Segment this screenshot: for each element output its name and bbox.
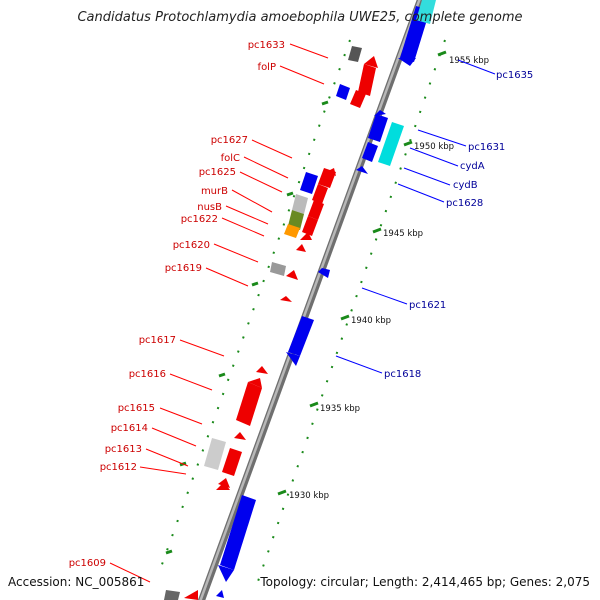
gene-pc1628 (356, 166, 368, 174)
gene-label-pc1613: pc1613 (105, 444, 142, 455)
gene-grey-pc1614 (204, 438, 226, 470)
gene-label-folC: folC (221, 153, 240, 164)
gene-olive-nusB (288, 210, 304, 230)
scale-ticks (277, 50, 447, 496)
scale-label-1935: 1935 kbp (320, 404, 360, 414)
gene-label-pc1609: pc1609 (69, 558, 106, 569)
forward-strand-genes (184, 56, 378, 600)
gene-label-pc1617: pc1617 (139, 335, 176, 346)
gene-pc1618-tail (286, 352, 300, 366)
gene-label-pc1635: pc1635 (496, 70, 533, 81)
gene-label-pc1620: pc1620 (173, 240, 210, 251)
left-leader-lines (109, 43, 329, 583)
gene-label-cydB: cydB (453, 180, 478, 191)
gene-pc1609 (184, 590, 198, 600)
gene-pc1631-head (374, 110, 386, 116)
gene-label-pc1631: pc1631 (468, 142, 505, 153)
gene-label-murB: murB (201, 186, 228, 197)
gene-pc1612 (216, 482, 230, 490)
gene-label-pc1616: pc1616 (129, 369, 166, 380)
gene-pc1617 (256, 366, 268, 374)
gene-cydB (362, 142, 378, 162)
genome-backbone (197, 0, 425, 600)
gene-label-pc1615: pc1615 (118, 403, 155, 414)
genome-summary-text: Topology: circular; Length: 2,414,465 bp… (260, 575, 590, 589)
gene-label-pc1633: pc1633 (248, 40, 285, 51)
gene-pc1625 (308, 200, 324, 220)
gene-label-pc1612: pc1612 (100, 462, 137, 473)
gene-label-pc1625: pc1625 (199, 167, 236, 178)
gene-pc1616-head (248, 378, 262, 388)
gene-label-pc1614: pc1614 (111, 423, 148, 434)
outer-right-track (254, 39, 446, 591)
gene-pc1616 (236, 382, 262, 426)
gene-cydA (378, 122, 404, 166)
gene-pc1627-blue (300, 172, 318, 194)
gene-pc1612-tail (218, 565, 234, 582)
gene-orange-pc1622 (284, 224, 300, 238)
gene-pc1631 (368, 114, 388, 142)
scale-label-1950: 1950 kbp (414, 142, 454, 152)
gene-label-pc1618: pc1618 (384, 369, 421, 380)
gene-label-pc1619: pc1619 (165, 263, 202, 274)
gene-pc1619 (280, 296, 292, 302)
gene-folP (350, 90, 366, 108)
gene-murB (302, 216, 318, 236)
other-genes (164, 46, 362, 600)
gene-pc1633-head (364, 56, 378, 68)
gene-pc1615 (234, 432, 246, 440)
map-title: Candidatus Protochlamydia amoebophila UW… (77, 10, 523, 25)
gene-nusB (300, 232, 312, 240)
gene-pc1635-tail (398, 58, 416, 66)
gene-folC (312, 184, 328, 204)
gene-label-nusB: nusB (197, 202, 222, 213)
gene-label-pc1622: pc1622 (181, 214, 218, 225)
gene-label-pc1628: pc1628 (446, 198, 483, 209)
scale-label-1940: 1940 kbp (351, 316, 391, 326)
accession-text: Accession: NC_005861 (8, 575, 145, 589)
gene-label-folP: folP (258, 62, 276, 73)
gene-grey-pc1620 (270, 262, 286, 276)
gene-grey-murB (292, 194, 308, 214)
gene-pc1633 (358, 64, 376, 96)
gene-pc1622 (296, 244, 306, 252)
gene-pc1627-head (326, 168, 336, 176)
gene-grey-pc1633 (348, 46, 362, 62)
scale-label-1945: 1945 kbp (383, 229, 423, 239)
gene-pc1621 (318, 268, 330, 278)
gene-pc1612-left (220, 495, 256, 570)
gene-pc1633-blue (336, 84, 350, 100)
reverse-strand-genes (216, 0, 436, 598)
right-leader-lines (335, 59, 496, 374)
gene-cyan-top (416, 0, 436, 24)
scale-label-1955: 1955 kbp (449, 56, 489, 66)
scale-label-1930: 1930 kbp (289, 491, 329, 501)
gene-label-pc1627: pc1627 (211, 135, 248, 146)
gene-bottom-blue (216, 590, 224, 598)
gene-grey-bottom (164, 590, 180, 600)
gene-pc1614 (222, 448, 242, 476)
gene-label-pc1621: pc1621 (409, 300, 446, 311)
gene-pc1620 (286, 270, 298, 280)
gene-label-cydA: cydA (460, 161, 485, 172)
gene-pc1618 (288, 316, 314, 356)
